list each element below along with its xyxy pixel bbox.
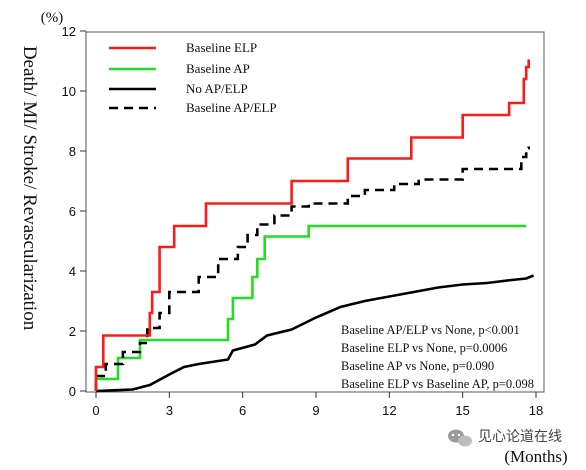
legend-label-apelp: Baseline AP/ELP — [186, 100, 277, 115]
series-line-none — [95, 274, 535, 393]
x-tick-label: 9 — [312, 403, 319, 418]
annotation-1: Baseline AP/ELP vs None, p<0.001 — [341, 323, 520, 337]
annotations: Baseline AP/ELP vs None, p<0.001 Baselin… — [341, 323, 534, 391]
annotation-4: Baseline ELP vs Baseline AP, p=0.098 — [341, 377, 534, 391]
series-group — [94, 59, 535, 393]
legend: Baseline ELP Baseline AP No AP/ELP Basel… — [109, 40, 277, 115]
legend-label-none: No AP/ELP — [186, 81, 248, 96]
legend-label-ap: Baseline AP — [186, 61, 250, 76]
x-tick-label: 3 — [166, 403, 173, 418]
y-tick-label: 6 — [69, 204, 76, 219]
series-line-apelp — [94, 146, 531, 391]
annotation-3: Baseline AP vs None, p=0.090 — [341, 359, 494, 373]
series-line-ap — [94, 224, 527, 391]
watermark: 见心论道在线 — [448, 429, 562, 447]
series-line-elp — [94, 59, 531, 391]
x-tick-label: 15 — [455, 403, 469, 418]
watermark-text: 见心论道在线 — [478, 429, 562, 445]
legend-label-elp: Baseline ELP — [186, 40, 257, 55]
y-tick-label: 10 — [62, 84, 76, 99]
y-tick-label: 0 — [69, 384, 76, 399]
x-tick-label: 18 — [529, 403, 543, 418]
y-axis-title: Death/ MI/ Stroke/ Revascularization — [19, 46, 40, 331]
y-unit-label: (%) — [41, 10, 64, 26]
y-tick-label: 2 — [69, 324, 76, 339]
axis-ticks: 0 2 4 6 8 10 12 0 3 6 9 12 15 18 — [62, 24, 544, 418]
annotation-2: Baseline ELP vs None, p=0.0006 — [341, 341, 507, 355]
x-axis-title: (Months) — [504, 447, 567, 466]
y-tick-label: 4 — [69, 264, 76, 279]
wechat-icon — [448, 429, 472, 447]
x-tick-label: 0 — [92, 403, 99, 418]
x-tick-label: 6 — [239, 403, 246, 418]
plot-frame — [85, 31, 545, 393]
x-tick-label: 12 — [382, 403, 396, 418]
y-tick-label: 12 — [62, 24, 76, 39]
y-tick-label: 8 — [69, 144, 76, 159]
